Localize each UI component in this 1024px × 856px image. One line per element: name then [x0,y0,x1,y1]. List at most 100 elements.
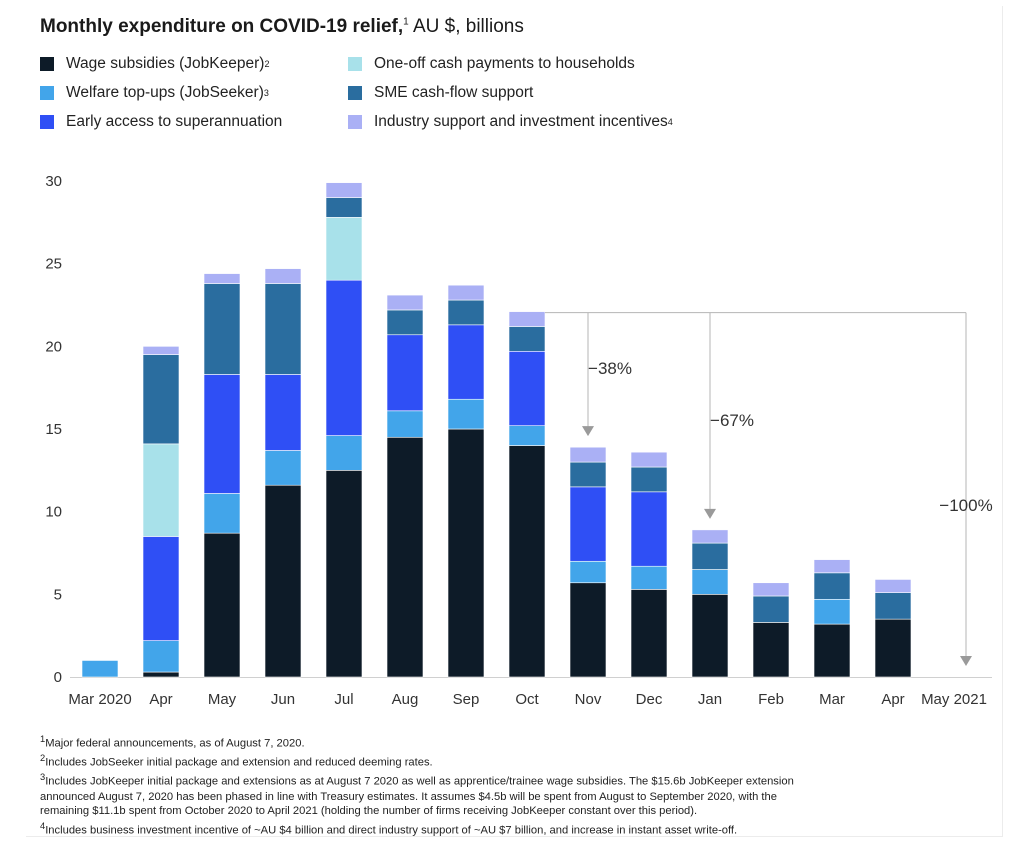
bar-segment [386,410,424,438]
footnote-3: 3Includes JobKeeper initial package and … [40,770,980,818]
legend-item-superannuation: Early access to superannuation [40,113,282,131]
bar-segment [691,569,729,595]
y-tick-label: 5 [54,586,62,603]
annotation-arrowhead [582,426,594,437]
legend-label: SME cash-flow support [374,84,534,101]
legend-item-cash-payments: One-off cash payments to households [348,55,635,73]
bar-segment [569,446,607,463]
bar-segment [508,445,546,678]
footnote-text: Major federal announcements, as of Augus… [45,737,305,750]
x-tick-label: Jan [698,691,722,708]
bar-segment [569,582,607,678]
bar-segment [142,354,180,445]
legend-item-jobkeeper: Wage subsidies (JobKeeper) 2 [40,55,269,73]
annotation-label: −67% [710,411,754,430]
bar-segment [386,309,424,336]
bar-segment [264,268,302,284]
bar-segment [386,436,424,678]
bar-segment [752,622,790,678]
bar-segment [325,182,363,198]
bar-segment [386,334,424,412]
bar-segment [325,217,363,281]
annotation-arrowhead [704,508,716,519]
x-tick-label: Dec [636,691,663,708]
bar-segment [752,595,790,623]
legend-item-jobseeker: Welfare top-ups (JobSeeker) 3 [40,84,269,102]
y-tick-label: 25 [45,256,62,273]
bar-segment [325,279,363,436]
x-tick-label: Nov [575,691,602,708]
footnote-text: Includes JobSeeker initial package and e… [45,756,433,769]
footnote-mark: 3 [40,772,46,783]
footnote-4: 4Includes business investment incentive … [40,819,980,838]
footnote-mark: 4 [40,820,46,831]
bar-segment [569,560,607,584]
x-tick-label: May 2021 [921,691,987,708]
footnote-1: 1Major federal announcements, as of Augu… [40,732,980,751]
legend-label: One-off cash payments to households [374,55,635,72]
bar-segment [142,443,180,537]
bar-segment [264,450,302,486]
bar-segment [813,598,851,625]
bar-segment [264,484,302,678]
bar-segment [142,640,180,673]
legend-footnote-mark: 4 [667,117,673,127]
bar-segment [508,425,546,446]
bar-segment [142,536,180,641]
bar-segment [325,470,363,678]
bar-segment [874,592,912,620]
chart-title: Monthly expenditure on COVID-19 relief,1… [40,16,524,38]
y-tick-label: 20 [45,338,62,355]
bar-segment [630,491,668,567]
y-tick-label: 10 [45,504,62,521]
bar-segment [203,493,241,534]
x-tick-label: Mar [819,691,845,708]
bar-segment [264,283,302,375]
bar-segment [386,294,424,311]
chart-title-units: AU $, billions [408,16,524,37]
footnote-mark: 2 [40,753,46,764]
bar-segment [691,542,729,570]
bar-segment [569,486,607,562]
annotation-label: −38% [588,359,632,378]
legend-swatch [348,86,362,100]
stacked-bar-chart: 0 5 10 15 20 25 30 Mar 2020 Apr May Jun Jul Aug Sep Oc… [45,173,992,708]
footnote-mark: 1 [40,734,46,744]
chart-title-bold: Monthly expenditure on COVID-19 relief, [40,16,404,37]
bar-segment [203,374,241,494]
footnote-2: 2Includes JobSeeker initial package and … [40,751,980,770]
bar-segment [203,283,241,375]
legend-swatch [40,86,54,100]
x-tick-label: Jul [334,691,353,708]
legend-item-industry-support: Industry support and investment incentiv… [348,113,673,131]
bar-segment [447,428,485,678]
bar-segment [508,326,546,352]
legend-label: Industry support and investment incentiv… [374,113,668,130]
bar-segment [813,623,851,678]
legend-label: Wage subsidies (JobKeeper) [66,55,265,72]
bar-segment [203,273,241,284]
legend-swatch [348,57,362,71]
bar-segment [630,565,668,590]
bar-segment [691,529,729,544]
bar-segment [447,299,485,326]
x-tick-label: May [208,691,237,708]
annotation-arrowhead [960,656,972,666]
bar-segment [81,660,119,678]
bar-segment [447,398,485,430]
bar-segment [203,532,241,678]
bar-segment [630,589,668,678]
bar-segment [508,311,546,327]
bar-segment [691,594,729,678]
x-tick-label: Mar 2020 [68,691,131,708]
bar-segment [813,559,851,574]
bar-segment [142,346,180,355]
legend-swatch [40,57,54,71]
x-tick-label: Aug [392,691,419,708]
bar-segment [325,435,363,471]
y-tick-label: 15 [45,421,62,438]
bar-segment [447,324,485,400]
x-tick-label: Sep [453,691,480,708]
x-tick-label: Feb [758,691,784,708]
bar-segment [325,197,363,218]
